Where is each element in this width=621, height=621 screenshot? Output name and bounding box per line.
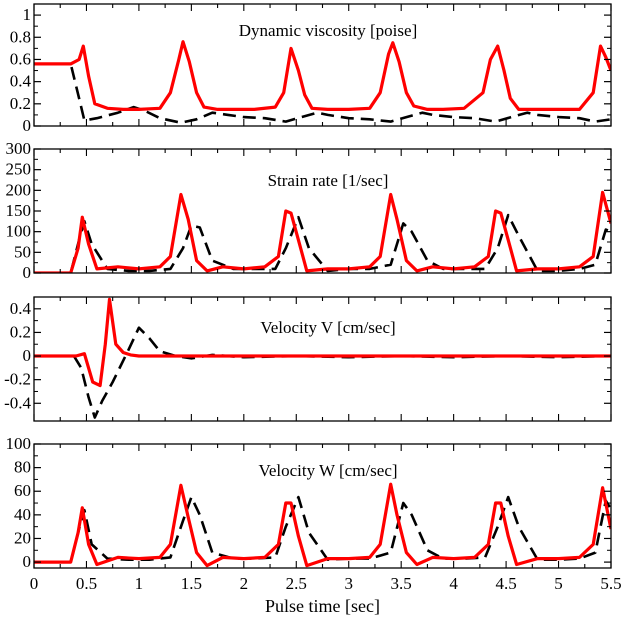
y-tick-label: 50 (14, 242, 31, 261)
panel-title: Velocity V [cm/sec] (260, 318, 395, 337)
x-tick-label: 5 (554, 574, 563, 593)
plot-frame (33, 296, 612, 422)
x-tick-label: 5.5 (600, 574, 621, 593)
y-tick-label: 0.2 (10, 322, 31, 341)
y-tick-label: 0.8 (10, 27, 31, 46)
panel-title: Velocity W [cm/sec] (258, 461, 397, 480)
series-solid-red (34, 40, 611, 112)
y-tick-label: 100 (6, 222, 32, 241)
panel-3: -0.4 -0.2 0 0.2 0.4 Velocity V [cm/sec] (4, 296, 612, 422)
series-dashed-black (34, 326, 611, 419)
series-solid-red (34, 190, 611, 273)
x-tick-label: 2.5 (286, 574, 307, 593)
x-tick-label: 0 (30, 574, 39, 593)
y-tick-label: 0 (23, 116, 32, 135)
plot-frame (33, 148, 612, 274)
x-tick-label: 3.5 (391, 574, 412, 593)
y-tick-label: -0.2 (4, 370, 31, 389)
y-tick-label: 0 (23, 263, 32, 282)
panel-1: 0 0.2 0.4 0.6 0.8 1 Dynamic viscosity [poise] (10, 3, 612, 135)
y-tick-label: 0 (23, 346, 32, 365)
panel-1-series (34, 40, 611, 124)
y-tick-label: 0.4 (10, 72, 32, 91)
y-tick-label: 0 (23, 552, 32, 571)
x-tick-label: 2 (240, 574, 249, 593)
panel-title: Strain rate [1/sec] (268, 171, 389, 190)
x-tick-label: 4 (449, 574, 458, 593)
panel-title: Dynamic viscosity [poise] (239, 21, 417, 40)
x-tick-label: 3 (344, 574, 353, 593)
y-tick-label: 80 (14, 458, 31, 477)
series-solid-red (34, 297, 611, 388)
x-tick-label: 1 (135, 574, 144, 593)
y-tick-label: 0.2 (10, 94, 31, 113)
panel-4: 0 20 40 60 80 100 0 0.5 1 1.5 2 2.5 3 3.5 4 4.5 5 5.5 Velo… (6, 434, 621, 616)
y-tick-label: 250 (6, 160, 32, 179)
x-tick-label: 1.5 (181, 574, 202, 593)
y-tick-label: 150 (6, 201, 32, 220)
y-tick-label: 40 (14, 505, 31, 524)
y-tick-label: 20 (14, 528, 31, 547)
panel-4-series (34, 482, 611, 568)
y-tick-label: 1 (23, 5, 32, 24)
y-tick-label: 60 (14, 481, 31, 500)
x-axis-label: Pulse time [sec] (265, 596, 380, 616)
panel-3-series (34, 297, 611, 419)
y-tick-label: -0.4 (4, 393, 31, 412)
y-tick-label: 300 (6, 139, 32, 158)
series-dashed-black (34, 213, 611, 273)
y-tick-label: 0.6 (10, 49, 31, 68)
x-tick-label: 0.5 (76, 574, 97, 593)
series-dashed-black (34, 62, 611, 124)
x-tick-label: 4.5 (495, 574, 516, 593)
panel-2-series (34, 190, 611, 273)
series-solid-red (34, 482, 611, 568)
y-tick-label: 0.4 (10, 299, 32, 318)
y-tick-label: 100 (6, 434, 32, 453)
series-dashed-black (34, 495, 611, 564)
y-tick-label: 200 (6, 180, 32, 199)
